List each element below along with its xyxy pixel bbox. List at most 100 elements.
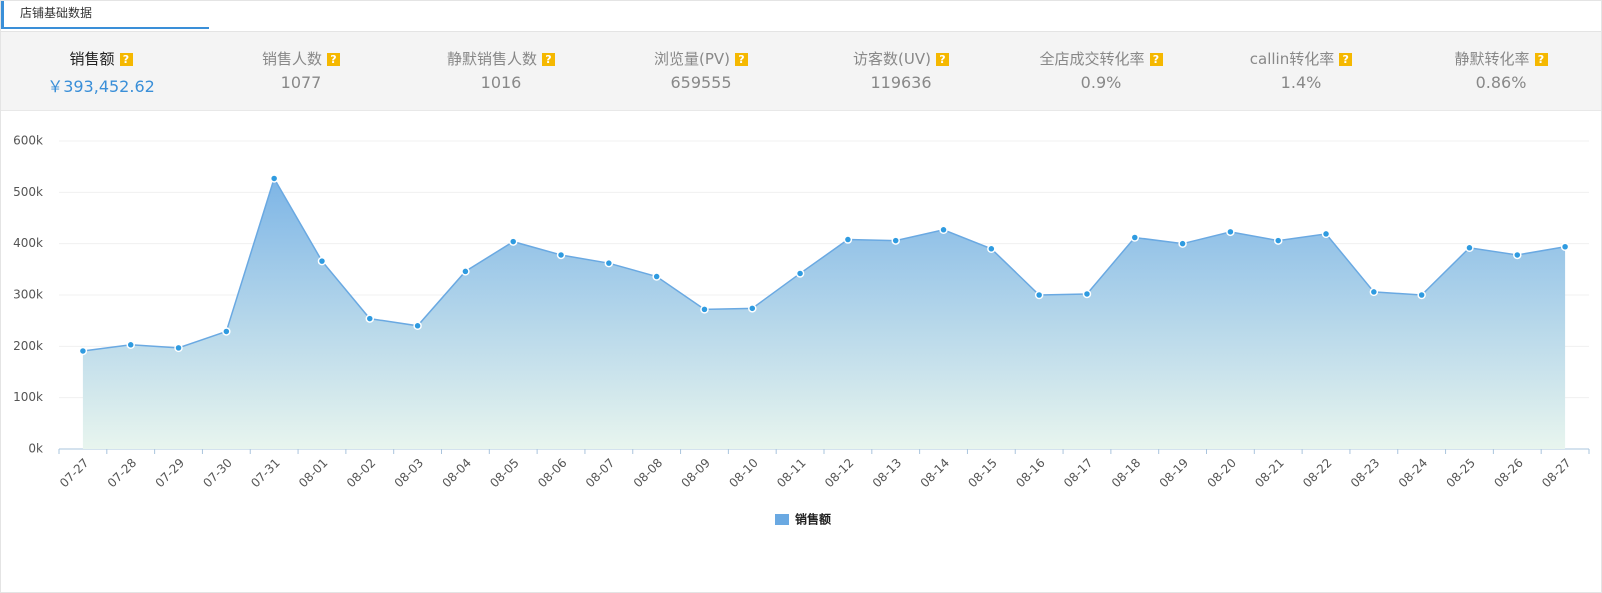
metric[interactable]: 静默转化率? 0.86% xyxy=(1401,32,1601,110)
point xyxy=(604,258,614,268)
metric-name: 静默销售人数 xyxy=(446,50,537,68)
point xyxy=(1465,243,1474,253)
x-tick-label: 08-14 xyxy=(918,456,953,491)
x-tick-label: 08-04 xyxy=(439,456,474,491)
x-tick-label: 08-21 xyxy=(1252,456,1287,491)
metric[interactable]: 静默销售人数? 1016 xyxy=(401,32,601,110)
help-icon[interactable]: ? xyxy=(119,53,133,66)
point xyxy=(317,256,327,266)
tab-bar: 店铺基础数据 xyxy=(1,1,1601,32)
point xyxy=(700,305,709,314)
x-tick-label: 08-24 xyxy=(1396,456,1431,491)
x-tick-label: 08-23 xyxy=(1348,456,1383,491)
metric-value: 1016 xyxy=(480,73,522,92)
help-icon[interactable]: ? xyxy=(327,53,340,66)
x-tick-label: 08-09 xyxy=(679,456,714,491)
metric-label: 全店成交转化率? xyxy=(1001,48,1201,69)
metric-label: 静默转化率? xyxy=(1401,48,1601,69)
x-tick-label: 08-17 xyxy=(1061,456,1096,491)
x-tick-label: 08-26 xyxy=(1491,456,1526,491)
x-tick-label: 08-20 xyxy=(1204,456,1239,491)
point xyxy=(939,225,948,235)
point xyxy=(365,314,375,323)
point xyxy=(508,237,518,246)
point xyxy=(1513,250,1522,260)
legend-label: 销售额 xyxy=(795,512,831,527)
x-tick-label: 08-02 xyxy=(344,456,379,491)
point xyxy=(1226,227,1235,237)
point xyxy=(461,267,470,276)
metric[interactable]: 销售额? ￥393,452.62 xyxy=(1,32,201,110)
point xyxy=(1321,229,1331,239)
help-icon[interactable]: ? xyxy=(1534,53,1548,66)
metric-value: 0.86% xyxy=(1475,73,1527,92)
point xyxy=(1417,290,1426,300)
metric-value: 0.9% xyxy=(1080,73,1122,92)
metric-value: 1077 xyxy=(280,73,322,92)
help-icon[interactable]: ? xyxy=(542,53,555,66)
metric-name: callin转化率 xyxy=(1249,50,1335,68)
x-tick-label: 08-18 xyxy=(1109,456,1144,491)
chart: 0k 100k 200k 300k 400k 500k 600k 07-27 07-28 07-2… xyxy=(13,134,1590,527)
line xyxy=(82,176,1566,352)
point xyxy=(1034,290,1044,300)
tab[interactable]: 店铺基础数据 xyxy=(1,1,209,29)
y-tick-label: 0k xyxy=(28,442,43,456)
point xyxy=(987,244,996,254)
point xyxy=(1130,233,1140,242)
x-tick-label: 08-10 xyxy=(726,456,761,491)
metric-label: callin转化率? xyxy=(1201,48,1401,69)
help-icon[interactable]: ? xyxy=(1339,53,1353,66)
x-tick-label: 07-28 xyxy=(105,456,140,491)
point xyxy=(795,269,805,278)
metric-label: 静默销售人数? xyxy=(401,48,601,69)
metric-value: ￥393,452.62 xyxy=(47,77,155,96)
x-tick-label: 07-27 xyxy=(57,456,92,491)
metric-name: 销售人数 xyxy=(261,50,322,68)
x-tick-label: 07-29 xyxy=(153,456,188,491)
help-icon[interactable]: ? xyxy=(735,53,748,66)
point xyxy=(413,321,422,331)
x-tick-label: 08-08 xyxy=(631,456,666,491)
x-tick-label: 08-22 xyxy=(1300,456,1335,491)
metric[interactable]: 全店成交转化率? 0.9% xyxy=(1001,32,1201,110)
metric-name: 浏览量(PV) xyxy=(653,50,730,68)
y-tick-label: 300k xyxy=(13,288,43,302)
x-tick-label: 08-05 xyxy=(487,456,522,491)
point xyxy=(843,235,853,244)
metric-name: 访客数(UV) xyxy=(853,50,931,68)
metric[interactable]: 访客数(UV)? 119636 xyxy=(801,32,1001,110)
x-tick-label: 08-12 xyxy=(822,456,857,491)
legend-swatch xyxy=(775,514,789,525)
point xyxy=(174,343,183,353)
metric[interactable]: callin转化率? 1.4% xyxy=(1201,32,1401,110)
y-tick-label: 200k xyxy=(13,339,43,353)
y-tick-label: 500k xyxy=(13,185,43,199)
metric[interactable]: 销售人数? 1077 xyxy=(201,32,401,110)
x-tick-label: 08-19 xyxy=(1157,456,1192,491)
point xyxy=(652,272,661,281)
y-tick-label: 100k xyxy=(13,390,43,404)
metric-label: 访客数(UV)? xyxy=(801,48,1001,69)
y-tick-label: 600k xyxy=(13,134,43,148)
x-tick-label: 08-03 xyxy=(392,456,427,491)
help-icon[interactable]: ? xyxy=(1149,53,1163,66)
point xyxy=(1560,242,1570,251)
metric[interactable]: 浏览量(PV)? 659555 xyxy=(601,32,801,110)
x-tick-label: 08-11 xyxy=(774,456,809,491)
x-tick-label: 07-31 xyxy=(248,456,283,491)
x-tick-label: 08-27 xyxy=(1539,456,1574,491)
metric-label: 销售额? xyxy=(1,48,201,69)
help-icon[interactable]: ? xyxy=(935,53,949,66)
point xyxy=(78,346,88,356)
metric-name: 静默转化率 xyxy=(1454,50,1530,68)
point xyxy=(269,174,279,183)
metric-value: 119636 xyxy=(870,73,932,92)
point xyxy=(126,340,135,350)
x-tick-label: 08-16 xyxy=(1013,456,1048,491)
area-fill xyxy=(82,178,1566,449)
x-tick-label: 08-13 xyxy=(870,456,905,491)
point xyxy=(1178,239,1187,248)
metric-label: 销售人数? xyxy=(201,48,401,69)
